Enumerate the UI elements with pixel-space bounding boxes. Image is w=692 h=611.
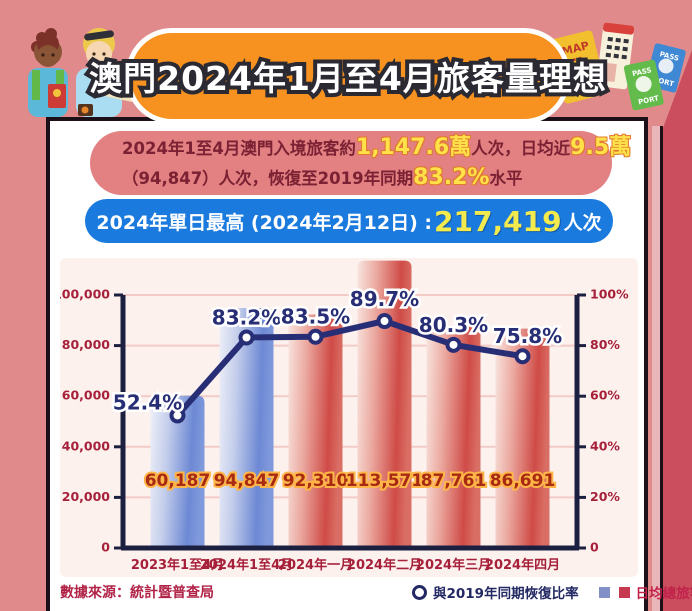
tourist-left <box>28 28 68 117</box>
bar <box>219 308 274 548</box>
bar <box>495 328 550 548</box>
summary-text: 2024年1至4月澳門入境旅客約 <box>122 139 356 158</box>
bar <box>426 325 481 548</box>
summary-highlight: 9.5萬 <box>570 135 632 160</box>
bar-value-label: 92,310 <box>283 471 349 491</box>
x-axis-label: 2024年1至4月 <box>200 557 293 573</box>
summary-box: 2024年1至4月澳門入境旅客約1,147.6萬人次，日均近9.5萬 （94,8… <box>90 131 631 195</box>
percent-label: 83.5% <box>281 305 350 329</box>
blue-bar-swatch-icon <box>598 586 610 598</box>
right-axis-tick-label: 20% <box>590 489 620 504</box>
bar-value-label: 113,571 <box>346 471 423 491</box>
bar-value-label: 86,691 <box>490 471 556 491</box>
summary-text: 人次，日均近 <box>471 139 571 158</box>
summary-text: （94,847）人次，恢復至2019年同期 <box>122 169 414 188</box>
x-axis-label: 2024年二月 <box>347 557 422 573</box>
summary-highlight: 83.2% <box>413 165 490 190</box>
line-marker <box>514 348 531 365</box>
right-axis-tick-label: 60% <box>590 388 620 403</box>
left-axis-tick-label: 40,000 <box>62 438 111 453</box>
summary-line-1: 2024年1至4月澳門入境旅客約1,147.6萬人次，日均近9.5萬 <box>122 133 631 163</box>
chart: 0 0 20,000 20% 40,000 40% 60,000 60% 80,000 80% 10… <box>53 258 638 577</box>
right-axis-tick-label: 0 <box>590 540 599 555</box>
passport-green: PASS PORT <box>623 59 664 111</box>
left-axis-tick-label: 80,000 <box>62 337 111 352</box>
panel-3d-edge <box>652 126 663 611</box>
bar <box>150 395 205 548</box>
right-axis-tick-label: 40% <box>590 438 620 453</box>
tourist-right <box>76 28 136 117</box>
percent-label: 75.8% <box>493 324 562 348</box>
record-suffix: 人次 <box>563 211 602 234</box>
line-marker <box>238 329 255 346</box>
x-axis-label: 2024年四月 <box>485 557 560 573</box>
bar-value-label: 60,187 <box>145 471 211 491</box>
recovery-line <box>174 318 526 419</box>
percent-label: 83.2% <box>212 306 281 330</box>
line-marker-icon <box>412 584 427 600</box>
summary-text: 水平 <box>489 169 523 188</box>
summary-line-2: （94,847）人次，恢復至2019年同期83.2%水平 <box>122 163 612 193</box>
tourists-illustration <box>28 28 136 117</box>
left-axis-tick-label: 60,000 <box>62 388 111 403</box>
chart-svg: 0 0 20,000 20% 40,000 40% 60,000 60% 80,000 80% 10… <box>53 260 629 573</box>
bar-value-label: 94,847 <box>214 471 280 491</box>
data-source: 數據來源：統計暨普查局 <box>60 585 214 601</box>
line-marker <box>376 313 393 330</box>
line-marker <box>445 336 462 353</box>
legend-line-label: 與2019年同期恢復比率 <box>433 586 579 602</box>
percent-label: 89.7% <box>350 287 419 311</box>
bar <box>357 260 412 548</box>
chart-legend: 與2019年同期恢復比率 日均總旅客 <box>412 582 692 602</box>
left-axis-tick-label: 100,000 <box>60 287 110 302</box>
percent-label: 80.3% <box>419 313 488 337</box>
passport-green-label-1: PASS <box>631 66 652 78</box>
x-axis-label: 2024年一月 <box>278 557 353 573</box>
red-bar-swatch-icon <box>618 586 630 598</box>
bar-value-label: 87,761 <box>421 471 487 491</box>
line-marker <box>169 407 186 424</box>
map-card-label: MAP <box>561 39 591 58</box>
summary-highlight: 1,147.6萬 <box>355 135 472 160</box>
record-number: 217,419 <box>434 204 562 238</box>
line-marker <box>307 328 324 345</box>
page-title-outline: 澳門2024年1月至4月旅客量理想 <box>85 55 610 102</box>
legend-bar-label: 日均總旅客 <box>635 586 692 602</box>
page-title: 澳門2024年1月至4月旅客量理想 <box>89 59 607 98</box>
x-axis-label: 2023年1至4月 <box>131 557 224 573</box>
percent-label: 52.4% <box>113 390 182 414</box>
bar <box>288 314 343 548</box>
daily-record-banner: 2024年單日最高 (2024年2月12日) : 217,419 人次 <box>85 199 613 243</box>
x-axis-label: 2024年三月 <box>416 557 491 573</box>
left-axis-tick-label: 0 <box>101 540 110 555</box>
ticket-card <box>596 22 635 90</box>
title-banner: 澳門2024年1月至4月旅客量理想 澳門2024年1月至4月旅客量理想 <box>85 28 610 124</box>
left-axis-tick-label: 20,000 <box>62 489 111 504</box>
right-axis-tick-label: 100% <box>590 287 629 302</box>
record-prefix: 2024年單日最高 (2024年2月12日) : <box>96 211 433 234</box>
right-axis-tick-label: 80% <box>590 337 620 352</box>
